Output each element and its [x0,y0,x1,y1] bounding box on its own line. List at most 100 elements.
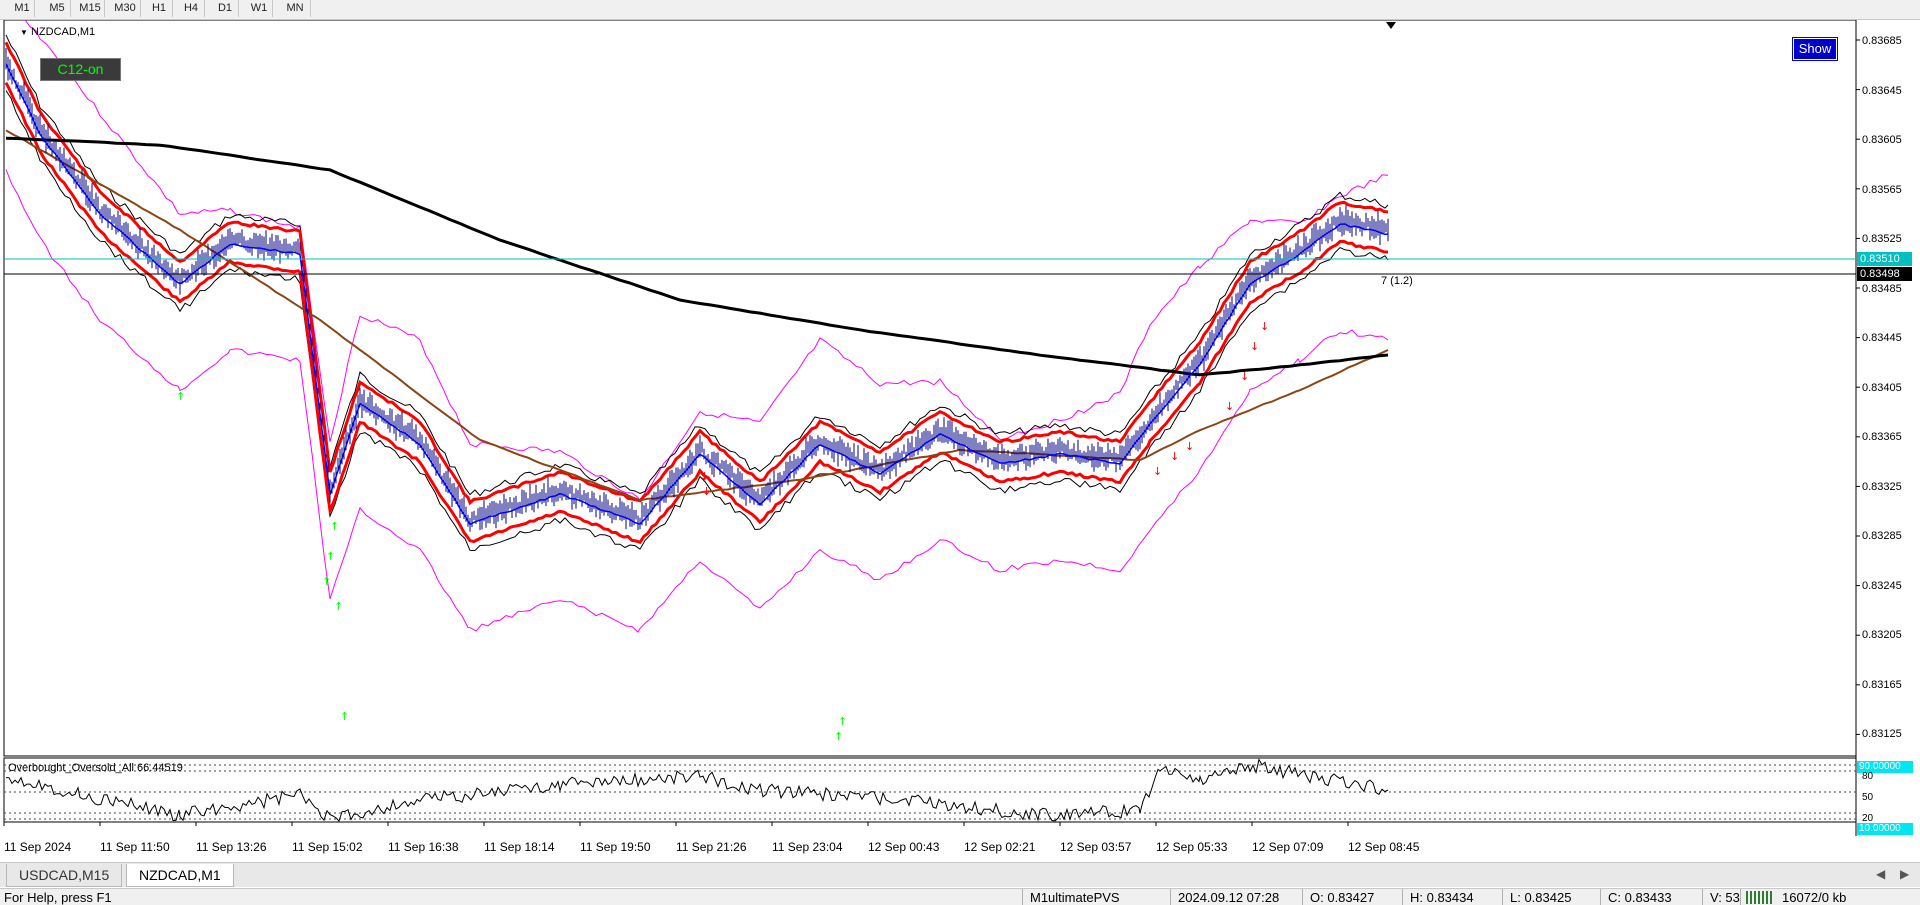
sell-arrow-icon: ↓ [1185,440,1194,453]
price-chart[interactable]: ↑ ↑ ↑ ↑ ↑ ↑ ↑ ↑ ↓ ↓ ↓ ↓ ↓ ↓ ↓ ↓ ↓ [0,20,1920,836]
time-tick: 12 Sep 02:21 [964,840,1036,854]
buy-arrow-icon: ↑ [334,600,343,613]
status-open: O: 0.83427 [1310,890,1375,905]
tf-m15-button[interactable]: M15 [76,0,105,17]
channel-upper-line [5,34,1389,497]
price-tick: 0.83525 [1862,233,1902,245]
tf-d1-button[interactable]: D1 [212,0,239,17]
tf-m1-button[interactable]: M1 [10,0,35,17]
tf-w1-button[interactable]: W1 [246,0,273,17]
price-tick: 0.83405 [1862,382,1902,394]
main-chart-frame [3,20,1857,757]
channel-lower-line [5,90,1389,552]
sell-arrow-icon: ↓ [1260,320,1269,333]
chart-canvas[interactable]: ↑↑↑↑↑↑ ↑↑↓↓↓↓↓↓↓↓↓ [0,20,1920,836]
price-tick: 0.83285 [1862,530,1902,542]
time-tick: 12 Sep 08:45 [1348,840,1420,854]
oscillator-line [5,758,1389,823]
connection-bars-icon[interactable] [1746,891,1774,904]
status-datetime: 2024.09.12 07:28 [1178,890,1280,905]
sell-arrow-icon: ↓ [1240,370,1249,383]
osc-level-10-tag: 10.00000 [1857,823,1913,835]
price-tick: 0.83565 [1862,184,1902,196]
price-tick: 0.83485 [1862,283,1902,295]
buy-arrow-icon: ↑ [340,710,349,723]
envelope-lower-line [4,82,1389,545]
ma-brown-line [5,129,1389,502]
envelope-upper-line [4,41,1389,506]
show-button[interactable]: Show [1792,37,1838,61]
ask-price-tag: 0.83498 [1857,267,1912,281]
sell-arrow-icon: ↓ [1170,450,1179,463]
price-tick: 0.83165 [1862,679,1902,691]
status-divider [1022,889,1023,905]
bollinger-lower-line [5,169,1389,633]
buy-arrow-icon: ↑ [838,715,847,728]
status-bar: For Help, press F1 M1ultimatePVS 2024.09… [0,888,1920,905]
status-divider [1302,889,1303,905]
price-tick: 0.83125 [1862,728,1902,740]
indicator-frame [3,757,1857,823]
status-help: For Help, press F1 [4,890,112,905]
time-tick: 11 Sep 16:38 [388,840,459,854]
time-tick: 11 Sep 18:14 [484,840,555,854]
time-tick: 11 Sep 2024 [4,840,72,854]
time-tick: 11 Sep 13:26 [196,840,267,854]
time-tick: 12 Sep 03:57 [1060,840,1132,854]
status-divider [1170,889,1171,905]
price-tick: 0.83605 [1862,134,1902,146]
price-tick: 0.83205 [1862,629,1902,641]
status-high: H: 0.83434 [1410,890,1474,905]
time-tick: 11 Sep 15:02 [292,840,363,854]
status-profile[interactable]: M1ultimatePVS [1030,890,1120,905]
ea-status-badge[interactable]: C12-on [40,58,121,81]
price-tick: 0.83325 [1862,481,1902,493]
tf-m5-button[interactable]: M5 [44,0,71,17]
tf-m30-button[interactable]: M30 [110,0,141,17]
timeframe-toolbar: M1 M5 M15 M30 H1 H4 D1 W1 MN [0,0,1920,20]
buy-arrow-icon: ↑ [326,550,335,563]
status-divider [1402,889,1403,905]
tab-nzdcad-m1[interactable]: NZDCAD,M1 [126,864,234,887]
ma-long-line [5,136,1389,377]
sell-arrow-icon: ↓ [1250,340,1259,353]
chart-tab-bar: USDCAD,M15 NZDCAD,M1 ◀ ▶ [0,862,1920,887]
buy-arrow-icon: ↑ [330,520,339,533]
chart-menu-icon[interactable]: ▼ [20,28,28,37]
price-bars [5,48,1389,532]
tab-scroll-left-icon[interactable]: ◀ [1876,867,1886,881]
osc-level-90-tag: 90.00000 [1857,761,1913,773]
bid-price-tag: 0.83510 [1857,252,1912,266]
time-tick: 11 Sep 11:50 [100,840,170,854]
time-tick: 12 Sep 00:43 [868,840,940,854]
status-low: L: 0.83425 [1510,890,1572,905]
sell-arrow-icon: ↓ [1153,465,1162,478]
time-tick: 11 Sep 19:50 [580,840,651,854]
tab-scroll-right-icon[interactable]: ▶ [1900,867,1910,881]
buy-arrow-icon: ↑ [322,575,331,588]
status-divider [1502,889,1503,905]
price-tick: 0.83445 [1862,332,1902,344]
tf-mn-button[interactable]: MN [280,0,311,17]
time-tick: 11 Sep 23:04 [772,840,843,854]
status-traffic: 16072/0 kb [1782,890,1847,905]
status-divider [1600,889,1601,905]
tf-h1-button[interactable]: H1 [146,0,173,17]
status-divider [1740,889,1741,905]
time-tick: 12 Sep 05:33 [1156,840,1228,854]
osc-level-50-tick: 50 [1862,792,1874,803]
time-tick: 11 Sep 21:26 [676,840,747,854]
bollinger-upper-line [24,20,1389,502]
tab-usdcad-m15[interactable]: USDCAD,M15 [6,864,123,887]
symbol-label: ▼ NZDCAD,M1 [20,26,95,38]
status-volume: V: 53 [1710,890,1740,905]
osc-level-80-tick: 80 [1862,771,1874,782]
price-tick: 0.83245 [1862,580,1902,592]
osc-level-20-tick: 20 [1862,813,1874,824]
ma-blue-line [5,63,1389,526]
status-close: C: 0.83433 [1608,890,1672,905]
order-annotation: 7 (1.2) [1381,275,1413,287]
tf-h4-button[interactable]: H4 [178,0,205,17]
price-tick: 0.83365 [1862,431,1902,443]
symbol-text: NZDCAD,M1 [30,26,96,38]
